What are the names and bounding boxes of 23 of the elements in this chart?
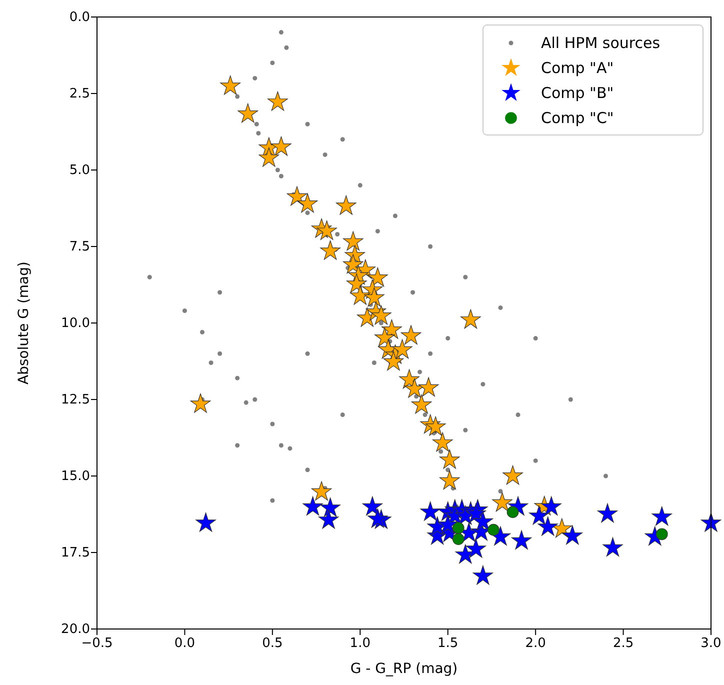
y-tick-label: 20.0 xyxy=(61,622,90,638)
legend-label: Comp "A" xyxy=(541,59,614,77)
y-tick-label: 5.0 xyxy=(69,163,90,178)
y-tick-label: 7.5 xyxy=(69,240,90,255)
y-axis-title: Absolute G (mag) xyxy=(16,262,32,384)
x-tick-label: 2.5 xyxy=(612,636,634,652)
y-tick-label: 15.0 xyxy=(61,469,90,484)
y-tick-label: 17.5 xyxy=(61,546,90,561)
x-tick-label: 0.0 xyxy=(174,636,196,652)
x-tick-label: 3.0 xyxy=(700,636,722,652)
legend-label: Comp "B" xyxy=(541,84,614,102)
x-axis-title: G - G_RP (mag) xyxy=(350,661,458,677)
x-tick-label: −0.5 xyxy=(81,636,113,652)
x-tick-label: 1.0 xyxy=(350,636,370,652)
x-tick-label: 2.0 xyxy=(525,636,546,652)
y-tick-label: 2.5 xyxy=(69,86,90,102)
legend-label: All HPM sources xyxy=(541,34,660,52)
y-tick-label: 10.0 xyxy=(61,316,90,332)
x-tick-label: 1.5 xyxy=(438,636,458,652)
y-tick-label: 12.5 xyxy=(61,392,90,408)
legend-label: Comp "C" xyxy=(541,109,614,127)
y-tick-label: 0.0 xyxy=(69,10,90,26)
x-tick-label: 0.5 xyxy=(262,636,283,652)
